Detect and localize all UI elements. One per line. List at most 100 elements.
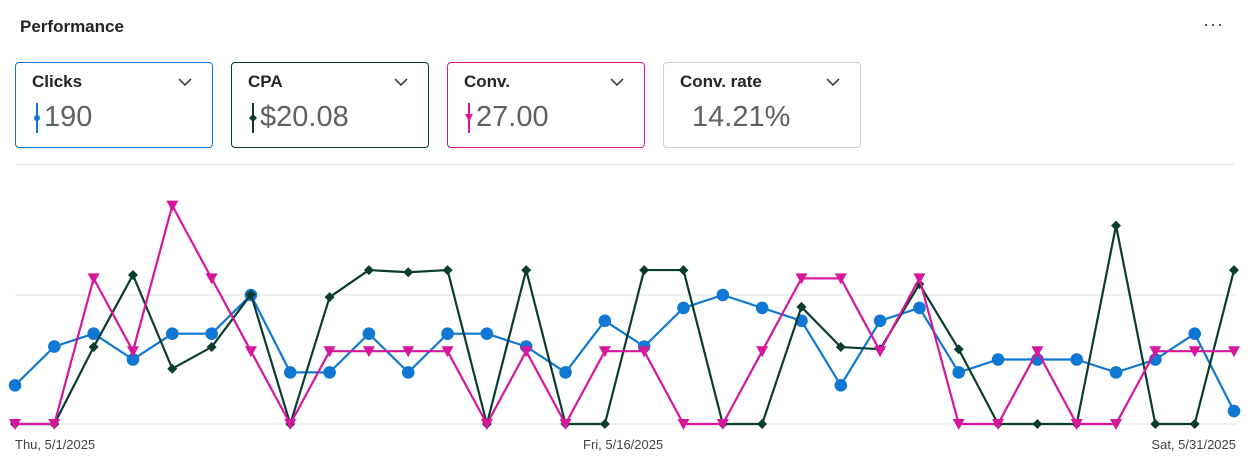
data-point (992, 419, 1005, 430)
x-tick-label: Thu, 5/1/2025 (15, 437, 96, 452)
data-point (952, 419, 965, 430)
data-point (1189, 419, 1200, 429)
data-point (1188, 346, 1201, 358)
data-point (1229, 265, 1239, 276)
data-point (1149, 346, 1162, 358)
data-point (677, 419, 690, 430)
data-point (716, 419, 729, 430)
data-point (559, 419, 572, 430)
chevron-down-icon[interactable] (826, 77, 840, 87)
data-point (442, 265, 453, 276)
data-point (756, 346, 769, 358)
data-point (639, 265, 650, 276)
series-marker-icon (465, 103, 473, 133)
data-point (913, 273, 926, 285)
data-point (401, 366, 415, 379)
data-point (284, 419, 297, 430)
metric-value: 14.21% (692, 101, 791, 133)
chevron-down-icon[interactable] (394, 77, 408, 87)
data-point (1227, 404, 1241, 418)
data-point (441, 346, 454, 358)
series-marker-icon (249, 103, 257, 133)
data-point (716, 288, 730, 302)
data-point (127, 269, 138, 280)
metric-card-clicks[interactable]: Clicks 190 (15, 62, 213, 148)
data-point (441, 327, 454, 340)
metric-value: 190 (44, 101, 93, 133)
data-point (8, 379, 22, 392)
metric-value: 27.00 (476, 101, 549, 133)
data-point (834, 379, 848, 392)
data-point (598, 314, 612, 328)
data-point (245, 289, 256, 300)
data-point (363, 265, 374, 276)
data-point (205, 273, 218, 285)
data-point (126, 353, 140, 366)
series-line-clicks (14, 293, 1235, 412)
chevron-down-icon[interactable] (610, 77, 624, 87)
data-point (283, 366, 297, 379)
performance-chart (8, 200, 1241, 430)
metric-label: CPA (248, 72, 283, 91)
data-point (834, 273, 847, 285)
data-point (1188, 327, 1201, 340)
data-point (638, 346, 651, 358)
data-point (403, 267, 414, 278)
data-point (678, 265, 689, 276)
data-point (1150, 419, 1161, 429)
data-point (87, 273, 100, 285)
data-point (559, 366, 572, 379)
data-point (1111, 220, 1122, 231)
data-point (324, 292, 335, 303)
data-point (362, 327, 376, 340)
x-tick-label: Fri, 5/16/2025 (583, 437, 664, 452)
data-point (167, 363, 178, 374)
data-point (165, 327, 179, 340)
metric-card-conversions[interactable]: Conv. 27.00 (447, 62, 645, 148)
data-point (1070, 419, 1083, 430)
data-point (991, 353, 1005, 366)
data-point (1109, 366, 1123, 379)
chevron-down-icon[interactable] (178, 77, 192, 87)
data-point (205, 327, 218, 340)
data-point (796, 301, 807, 312)
data-point (520, 346, 533, 358)
data-point (1032, 419, 1043, 429)
metric-value: $20.08 (260, 101, 349, 133)
data-point (677, 301, 690, 315)
data-point (323, 366, 336, 379)
metric-card-cpa[interactable]: CPA $20.08 (231, 62, 429, 148)
data-point (206, 342, 217, 353)
data-point (1070, 353, 1084, 366)
data-point (9, 419, 21, 430)
more-options-icon[interactable]: ··· (1203, 14, 1224, 34)
data-point (835, 342, 846, 353)
data-point (1228, 346, 1240, 358)
metric-label: Conv. rate (680, 72, 762, 91)
series-line-conv (15, 204, 1234, 426)
series-marker-icon (34, 103, 40, 133)
data-point (599, 419, 610, 429)
data-point (362, 346, 375, 358)
metric-card-conversion-rate[interactable]: Conv. rate 14.21% (663, 62, 861, 148)
data-point (952, 366, 966, 379)
data-point (1031, 346, 1044, 358)
data-point (48, 419, 61, 430)
data-point (480, 327, 494, 340)
data-point (1110, 419, 1123, 430)
data-point (88, 342, 99, 353)
data-point (873, 314, 887, 328)
data-point (244, 346, 257, 358)
data-point (874, 346, 887, 358)
data-point (795, 273, 808, 285)
x-tick-label: Sat, 5/31/2025 (1151, 437, 1236, 452)
page-title: Performance (20, 17, 124, 36)
data-point (166, 200, 179, 212)
data-point (598, 346, 611, 358)
data-point (757, 419, 768, 429)
data-point (913, 301, 926, 315)
metric-label: Clicks (32, 72, 83, 91)
data-point (953, 344, 964, 355)
data-point (480, 419, 493, 430)
data-point (323, 346, 336, 358)
